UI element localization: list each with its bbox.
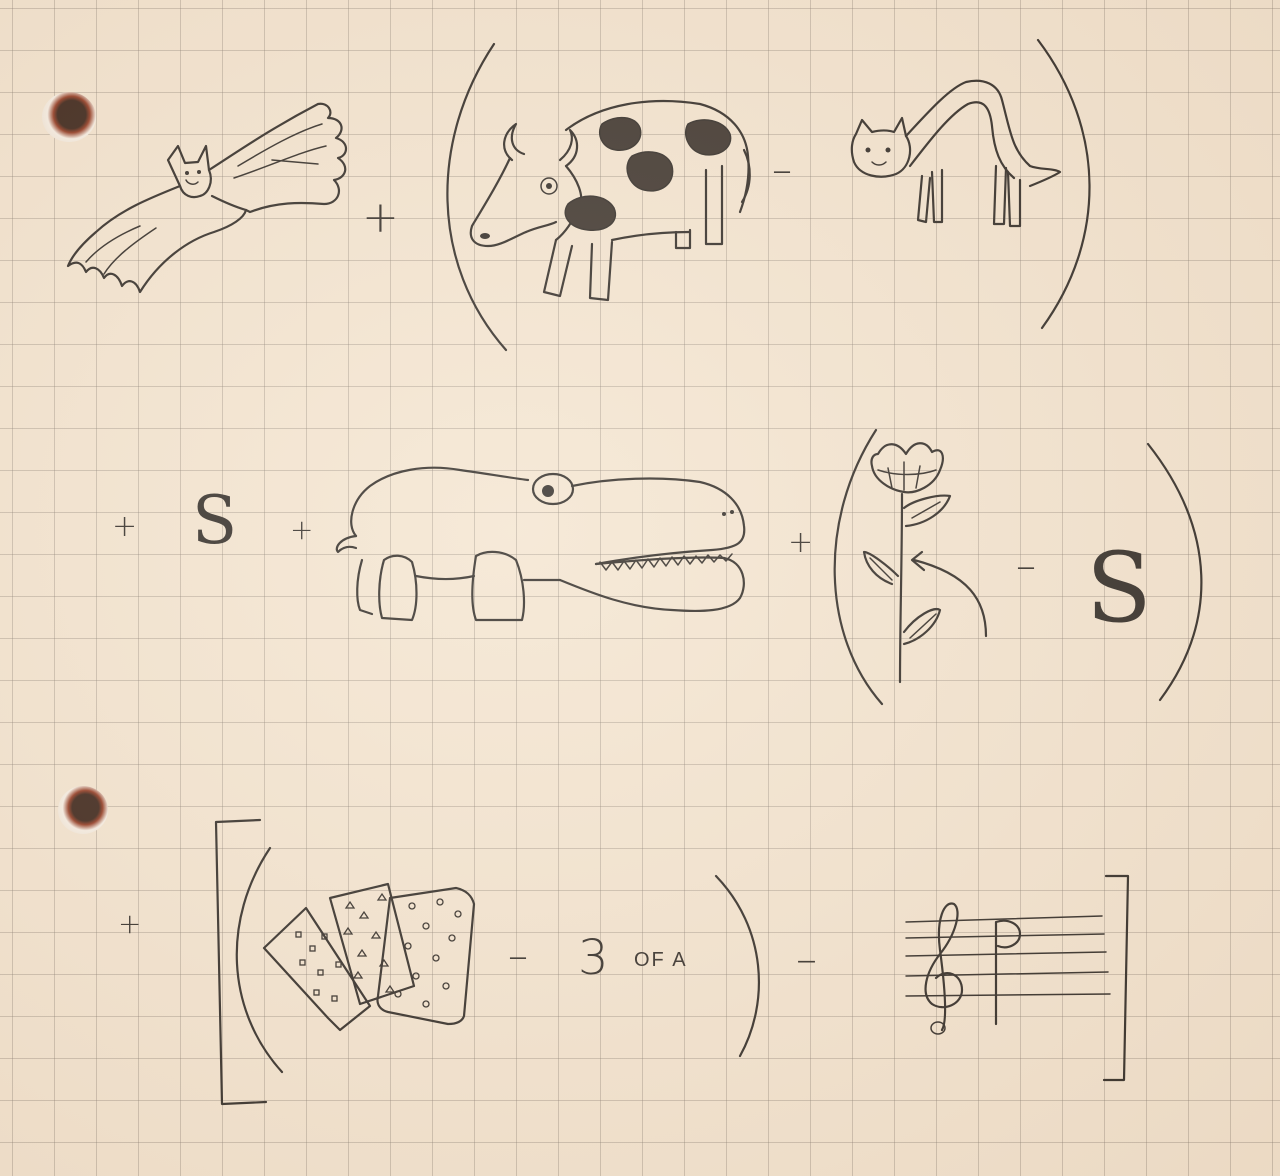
punch-hole-bottom: [58, 786, 108, 834]
cow-icon: [469, 99, 751, 302]
right-parenthesis-3: [714, 874, 761, 1058]
plus-sign-4: +: [788, 525, 814, 560]
plus-sign-2: +: [112, 509, 138, 544]
minus-sign-2: –: [1016, 543, 1036, 589]
number-three: 3: [578, 930, 609, 986]
left-parenthesis-3: [235, 846, 284, 1074]
bat-icon: [66, 102, 348, 294]
letter-s-2: S: [1086, 532, 1152, 644]
playing-cards-icon: [262, 882, 476, 1032]
minus-sign-3: –: [508, 933, 528, 979]
of-a-text: OF A: [634, 949, 688, 971]
letter-s-1: S: [192, 482, 238, 559]
plus-sign-1: +: [362, 192, 399, 243]
right-bracket: [1102, 874, 1130, 1082]
right-parenthesis-2: [1146, 442, 1203, 702]
minus-sign-4: –: [796, 934, 817, 983]
plus-sign-5: +: [118, 907, 142, 940]
punch-hole-top: [42, 92, 96, 142]
left-bracket: [214, 818, 268, 1106]
left-parenthesis-1: [446, 42, 508, 352]
left-parenthesis-2: [833, 428, 884, 706]
tulip-stem-icon: [862, 442, 988, 684]
plus-sign-3: +: [290, 513, 314, 546]
cat-icon: [850, 79, 1062, 228]
right-parenthesis-1: [1036, 38, 1091, 330]
treble-clef-staff-icon: [905, 902, 1111, 1035]
hippo-icon: [335, 466, 746, 622]
minus-sign-1: –: [772, 147, 792, 193]
